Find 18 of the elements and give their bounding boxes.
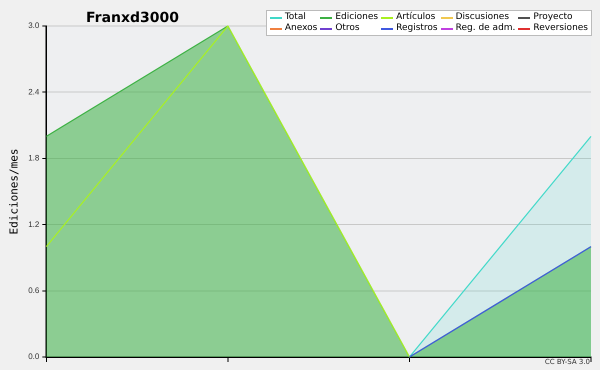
legend-label: Otros — [335, 23, 360, 34]
y-tick-label: 0.6 — [28, 286, 40, 296]
chart-title: Franxd3000 — [86, 10, 180, 26]
y-tick-label: 0.0 — [28, 352, 40, 362]
y-tick-label: 3.0 — [28, 21, 40, 30]
legend-label: Reg. de adm. — [456, 23, 516, 34]
y-tick-label: 1.2 — [28, 220, 40, 229]
legend-label: Artículos — [396, 12, 436, 23]
legend-label: Proyecto — [533, 12, 573, 23]
y-tick-label: 2.4 — [28, 87, 40, 96]
y-axis-title: Ediciones/mes — [7, 148, 20, 235]
legend-label: Ediciones — [335, 12, 378, 23]
y-tick-label: 1.8 — [28, 154, 40, 163]
legend-label: Total — [284, 12, 306, 23]
legend-label: Reversiones — [533, 23, 588, 34]
legend-label: Registros — [396, 23, 438, 34]
legend-label: Anexos — [284, 23, 318, 34]
legend-label: Discusiones — [456, 12, 510, 23]
